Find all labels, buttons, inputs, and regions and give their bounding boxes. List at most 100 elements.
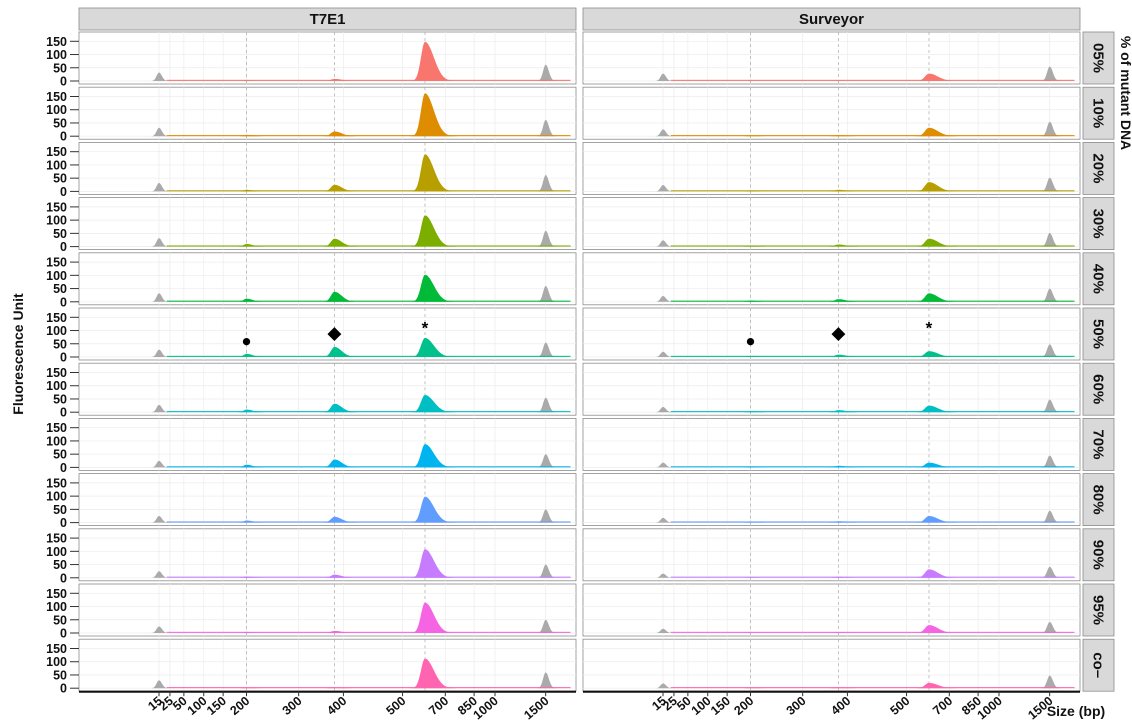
peak-marker: ◆	[327, 324, 342, 343]
series-baseline	[670, 521, 1075, 523]
peak-605	[405, 602, 461, 633]
peak-200	[735, 577, 778, 578]
panel-bg	[78, 197, 577, 251]
column-strips: T7E1 Surveyor	[78, 7, 1081, 31]
peak-380	[820, 80, 871, 81]
x-tick-label: 700	[426, 694, 451, 718]
panel-bg	[582, 141, 1081, 195]
x-tick-label: 1500	[521, 694, 551, 723]
peak-200	[735, 190, 778, 192]
peak-605	[909, 405, 965, 413]
peak-605	[405, 215, 461, 247]
panel-T7E1-10%	[78, 86, 577, 140]
panel-bg	[582, 252, 1081, 306]
y-tick-label: 150	[46, 642, 67, 656]
peak-200	[735, 300, 778, 302]
ladder-peak-15	[651, 129, 685, 137]
series-baseline	[166, 79, 571, 81]
y-tick-label: 150	[46, 532, 67, 546]
peak-marker: *	[422, 318, 429, 337]
panel-bg	[78, 583, 577, 637]
y-tick-label: 100	[46, 490, 67, 504]
peak-200	[231, 520, 274, 523]
peak-200	[231, 244, 274, 247]
row-strip-label: 10%	[1090, 98, 1107, 128]
panel-bg	[582, 86, 1081, 140]
peak-605	[405, 93, 461, 137]
panels: ● ◆ * ● ◆ *	[78, 31, 1081, 692]
peak-200	[735, 245, 778, 247]
ladder-peak-15	[651, 573, 685, 578]
peak-605	[909, 569, 965, 578]
series-baseline	[166, 411, 571, 413]
panel-bg	[582, 31, 1081, 85]
peak-200	[231, 353, 274, 357]
y-tick-label: 50	[53, 337, 67, 351]
peak-605	[909, 625, 965, 633]
peak-380	[316, 516, 367, 523]
ladder-peak-1500	[532, 64, 570, 81]
panel-Surveyor-95%	[582, 583, 1081, 637]
y-axis-title: Fluorescence Unit	[10, 293, 26, 415]
peak-200	[735, 687, 778, 689]
panel-T7E1-30%	[78, 197, 577, 251]
y-tick-label: 150	[46, 476, 67, 490]
column-strip-label: Surveyor	[799, 11, 864, 28]
peak-200	[231, 134, 274, 137]
panel-bg	[78, 141, 577, 195]
y-tick-label: 100	[46, 379, 67, 393]
y-tick-label: 0	[60, 461, 67, 475]
ladder-peak-1500	[532, 509, 570, 523]
panel-T7E1-70%	[78, 417, 577, 471]
ladder-peak-15	[147, 293, 181, 302]
y-tick-label: 0	[60, 627, 67, 641]
panel-T7E1-60%	[78, 362, 577, 416]
ladder-peak-1500	[1036, 675, 1074, 689]
panel-bg	[582, 473, 1081, 527]
ladder-peak-1500	[532, 342, 570, 357]
ladder-peak-1500	[532, 564, 570, 578]
ladder-peak-15	[651, 73, 685, 81]
peak-380	[316, 630, 367, 633]
y-tick-label: 0	[60, 130, 67, 144]
y-tick-label: 150	[46, 200, 67, 214]
row-strip-bg	[1082, 86, 1115, 140]
column-strip-label: T7E1	[310, 11, 346, 28]
row-strip-label: 95%	[1090, 595, 1107, 625]
peak-380	[316, 687, 367, 689]
series-baseline	[670, 687, 1075, 689]
peak-605	[405, 41, 461, 81]
peak-380	[820, 687, 871, 689]
y-tick-label: 150	[46, 35, 67, 49]
row-strip-bg	[1082, 197, 1115, 251]
peak-380	[820, 576, 871, 578]
panel-T7E1-20%	[78, 141, 577, 195]
ladder-peak-1500	[532, 672, 570, 689]
y-tick-label: 50	[53, 668, 67, 682]
x-tick-label: 150	[708, 694, 733, 718]
ladder-peak-15	[147, 626, 181, 633]
series-baseline	[166, 245, 571, 247]
series-baseline	[670, 300, 1075, 302]
row-strip-bg	[1082, 362, 1115, 416]
panel-T7E1-95%	[78, 583, 577, 637]
peak-marker: ●	[745, 332, 755, 351]
row-strip-bg	[1082, 31, 1115, 85]
y-tick-label: 150	[46, 587, 67, 601]
y-tick-label: 50	[53, 116, 67, 130]
row-strip-bg	[1082, 141, 1115, 195]
row-strip-label: 40%	[1090, 264, 1107, 294]
ladder-peak-15	[147, 349, 181, 357]
peak-380	[820, 632, 871, 633]
ladder-peak-15	[651, 296, 685, 302]
peak-380	[820, 465, 871, 468]
series-baseline	[166, 355, 571, 357]
ladder-peak-1500	[1036, 399, 1074, 413]
panel-bg	[78, 473, 577, 527]
y-tick-label: 50	[53, 392, 67, 406]
peak-200	[231, 298, 274, 302]
row-strip-title: % of mutant DNA	[1118, 36, 1132, 150]
panel-bg	[582, 638, 1081, 692]
row-strip-label: 80%	[1090, 485, 1107, 515]
